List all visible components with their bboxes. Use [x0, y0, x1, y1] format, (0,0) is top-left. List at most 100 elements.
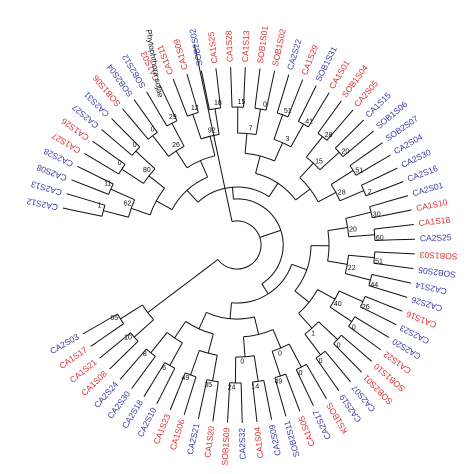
tree-branch [82, 326, 96, 335]
tree-branch [327, 227, 348, 232]
tree-branch [361, 171, 391, 186]
tree-branch [245, 152, 275, 162]
tree-branch [345, 211, 372, 219]
tree-branch [103, 210, 129, 218]
tree-branch [294, 290, 310, 303]
tree-branch [348, 254, 375, 259]
tree-branch [373, 262, 400, 268]
tree-branch [299, 79, 304, 88]
tree-branch [276, 93, 284, 114]
tree-branch [101, 129, 109, 135]
tree-branch [175, 150, 188, 169]
support-value: 28 [325, 132, 333, 139]
tree-branch [371, 274, 392, 280]
support-value: 20 [349, 227, 357, 234]
tree-branch [306, 392, 314, 406]
support-value: 0 [263, 102, 267, 109]
tree-branch [295, 188, 311, 201]
tip-label: CA2S25 [420, 232, 452, 243]
tree-branch [274, 377, 285, 409]
tree-branch [341, 334, 357, 349]
tree-branch [92, 140, 109, 154]
tree-branch [152, 135, 169, 157]
tip-label: CA2S21 [185, 422, 202, 455]
tree-branch [186, 74, 192, 88]
tree-branch [277, 112, 289, 118]
support-value: 18 [214, 100, 222, 107]
tree-branch [345, 273, 371, 281]
tree-branch [273, 138, 292, 148]
tree-branch [153, 103, 168, 127]
tree-branch [96, 160, 119, 175]
tree-branch [143, 168, 156, 184]
tree-branch [252, 382, 256, 403]
tree-branch [122, 108, 136, 125]
support-value: 15 [315, 158, 323, 165]
tree-branch [174, 321, 187, 339]
tree-branch [147, 300, 164, 313]
tree-branch [378, 315, 397, 326]
tree-branch [253, 316, 260, 335]
tree-branch [190, 272, 201, 281]
support-value: 28 [338, 190, 346, 197]
support-value: 1 [311, 331, 315, 338]
tree-branch [265, 84, 273, 111]
tree-branch [135, 123, 149, 140]
tree-branch [204, 90, 210, 110]
tree-branch [317, 289, 336, 300]
tree-branch [89, 186, 109, 195]
tip-label: CA2S14 [414, 280, 447, 297]
support-value: 0 [133, 142, 137, 149]
tree-branch [348, 316, 356, 327]
tree-branch [329, 306, 353, 323]
support-value: 0 [337, 342, 341, 349]
tree-branch [84, 169, 114, 185]
tree-branch [299, 162, 314, 179]
tree-branch [373, 154, 391, 166]
tree-branch [183, 401, 189, 416]
tree-branch [373, 251, 376, 264]
tree-branch [334, 147, 344, 157]
support-value: 0 [151, 126, 155, 133]
tree-branch [159, 84, 169, 103]
tree-branch [193, 44, 233, 222]
tree-branch [90, 341, 98, 347]
tip-label: CA1S06 [168, 418, 187, 451]
support-value: 51 [284, 108, 292, 115]
tree-branch [285, 373, 294, 393]
support-value: 0 [298, 370, 302, 377]
support-value: 40 [334, 301, 342, 308]
tree-branch [121, 128, 141, 148]
tree-branch [307, 109, 320, 128]
tree-branch [326, 120, 345, 141]
tree-branch [135, 150, 156, 170]
tree-branch [399, 266, 414, 270]
tree-branch [215, 68, 218, 77]
tree-branch [167, 102, 178, 121]
tree-branch [342, 135, 368, 157]
support-value: 12 [191, 105, 199, 112]
tree-branch [243, 87, 245, 108]
tree-branch [369, 206, 373, 218]
tree-branch [365, 186, 391, 197]
tree-branch [230, 67, 232, 82]
support-value: 35 [204, 382, 212, 389]
tree-branch [381, 332, 390, 339]
tree-branch [254, 401, 258, 422]
tree-branch [282, 74, 290, 94]
tree-branch [399, 294, 408, 298]
tree-branch [315, 357, 328, 375]
tree-branch [143, 384, 152, 397]
tree-branch [268, 183, 279, 197]
tip-label: SOB2S02 [187, 28, 204, 67]
tree-branch [209, 107, 221, 111]
support-value: 22 [348, 265, 356, 272]
support-value: 0 [240, 359, 244, 366]
tree-branch [390, 181, 404, 188]
tree-branch [146, 91, 155, 104]
support-value: 0 [319, 358, 323, 365]
tip-label: CA1S28 [224, 30, 235, 62]
tree-branch [319, 151, 340, 171]
tree-branch [255, 108, 261, 135]
tree-branch [343, 109, 354, 121]
